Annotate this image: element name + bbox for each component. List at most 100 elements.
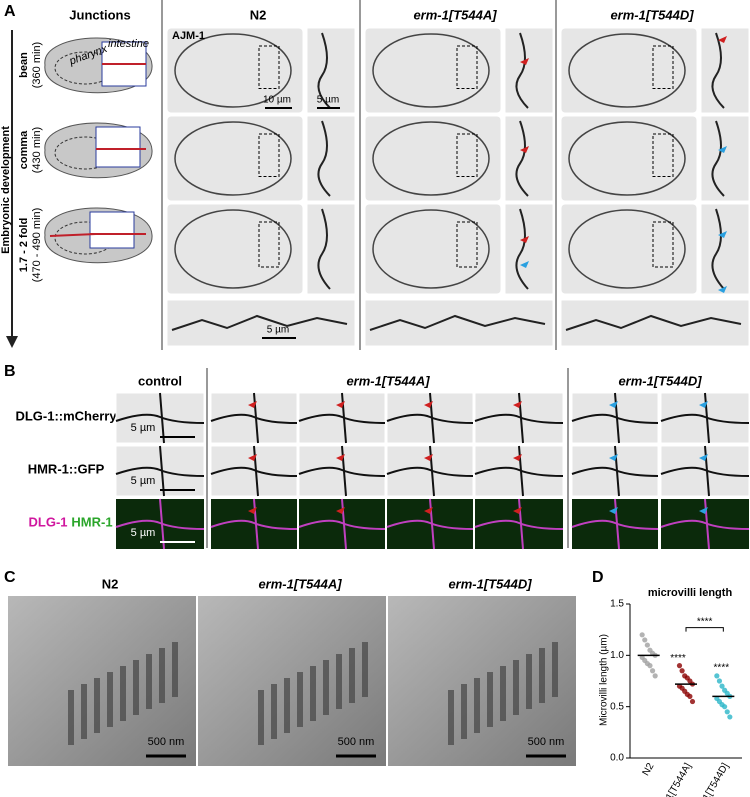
- stage-name: 1.7 - 2 fold: [18, 218, 30, 272]
- microvillus: [172, 642, 178, 697]
- embryo-outline: [174, 209, 292, 289]
- arrowhead: [718, 286, 727, 293]
- chart-title: microvilli length: [648, 587, 733, 599]
- panel-label: B: [4, 363, 16, 380]
- inset-box: [456, 45, 478, 89]
- junction-line: [210, 392, 298, 444]
- y-axis-label: Microvilli length (µm): [599, 634, 610, 726]
- microvillus: [146, 654, 152, 709]
- embryo-outline: [568, 33, 686, 108]
- arrowhead: [609, 401, 618, 408]
- header: N2: [102, 576, 119, 591]
- arrowhead: [520, 146, 529, 153]
- axis-label: Embryonic development: [0, 126, 12, 254]
- data-point: [644, 642, 650, 648]
- inset: [306, 203, 356, 295]
- arrowhead: [424, 454, 433, 461]
- data-point: [647, 663, 653, 669]
- micrograph: [560, 115, 698, 202]
- inset: [504, 27, 554, 114]
- header: Junctions: [69, 7, 130, 22]
- junction-line: [711, 208, 725, 290]
- x-tick-label: erm-1[T544D]: [691, 761, 731, 797]
- arrowhead: [513, 401, 522, 408]
- microvillus: [552, 642, 558, 697]
- junction-line: [571, 445, 659, 497]
- junction-line: [298, 445, 386, 497]
- junction-line: [474, 392, 564, 444]
- arrowhead: [513, 454, 522, 461]
- stage-name: bean: [18, 52, 30, 78]
- microvillus: [349, 648, 355, 703]
- junction-line: [298, 392, 386, 444]
- micrograph: [364, 115, 502, 202]
- significance-bracket: [685, 627, 724, 632]
- arrowhead: [248, 401, 257, 408]
- y-tick-label: 0.0: [610, 753, 624, 764]
- data-point: [639, 632, 645, 638]
- junction: [49, 233, 97, 237]
- inset: [504, 115, 554, 202]
- microvillus: [500, 666, 506, 721]
- micrograph: [560, 27, 698, 114]
- arrowhead: [520, 261, 529, 268]
- arrowhead: [6, 336, 18, 348]
- scale-bar-label: 5 µm: [131, 422, 156, 434]
- data-point: [687, 693, 693, 700]
- junction-line: [298, 498, 386, 550]
- micrograph: [364, 27, 502, 114]
- panel-label: C: [4, 569, 16, 586]
- micrograph: [166, 203, 304, 295]
- junction-line: [317, 120, 331, 197]
- y-tick-label: 1.5: [610, 599, 624, 610]
- arrowhead: [520, 58, 529, 65]
- header: erm-1[T544A]: [258, 576, 342, 591]
- data-point: [716, 678, 723, 684]
- microvillus: [159, 648, 165, 703]
- inset: [700, 203, 750, 295]
- arrowhead: [424, 507, 433, 514]
- embryo-outline: [174, 121, 292, 196]
- header: erm-1[T544A]: [346, 373, 430, 388]
- junction-line: [515, 32, 529, 109]
- junction-line: [115, 392, 205, 444]
- junction-line: [565, 314, 742, 331]
- inset-box: [652, 45, 674, 89]
- data-point: [642, 637, 648, 643]
- arrowhead: [513, 507, 522, 514]
- data-point: [719, 683, 725, 689]
- data-point: [649, 668, 656, 674]
- arrowhead: [699, 507, 708, 514]
- junction-line: [171, 314, 348, 331]
- junction-line: [317, 208, 331, 290]
- junction-line: [210, 445, 298, 497]
- microvillus: [133, 660, 139, 715]
- row-label: DLG-1::mCherry: [15, 408, 117, 423]
- inset-box: [652, 133, 674, 177]
- inset-box: [652, 221, 674, 268]
- arrowhead: [424, 401, 433, 408]
- data-point: [714, 673, 720, 679]
- junction-line: [386, 445, 474, 497]
- significance: ****: [714, 662, 730, 673]
- arrowhead: [520, 236, 529, 243]
- junction-line: [474, 445, 564, 497]
- data-point: [652, 673, 658, 679]
- micrograph: [166, 115, 304, 202]
- inset-box: [456, 221, 478, 268]
- row-label: HMR-1::GFP: [28, 461, 105, 476]
- microvillus: [94, 678, 100, 733]
- stage-time: (470 - 490 min): [31, 208, 43, 283]
- junction-line: [711, 32, 725, 109]
- junction-line: [711, 120, 725, 197]
- micrograph: [166, 27, 304, 114]
- data-point: [722, 704, 728, 710]
- junction-line: [369, 314, 546, 331]
- inset: [700, 115, 750, 202]
- scale-bar-label: 500 nm: [528, 736, 565, 748]
- embryo-outline: [568, 121, 686, 196]
- micrograph-strip: [364, 299, 554, 347]
- micrograph-strip: [166, 299, 356, 347]
- junction-line: [571, 392, 659, 444]
